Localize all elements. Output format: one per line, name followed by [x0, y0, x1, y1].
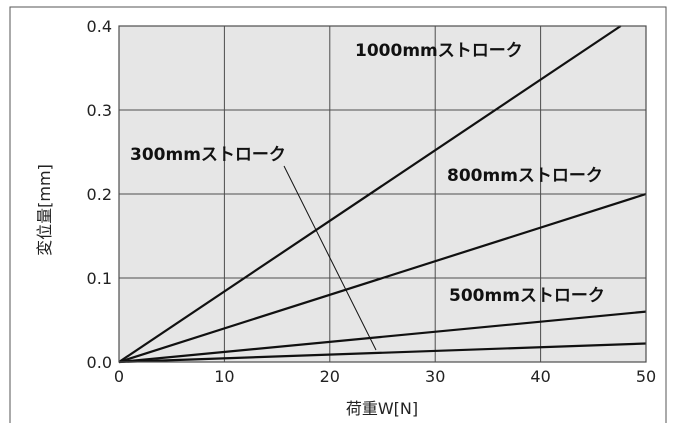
y-tick-label: 0.0 — [87, 353, 112, 372]
x-tick-label: 40 — [530, 367, 550, 386]
x-tick-label: 30 — [425, 367, 445, 386]
series-label: 800mmストローク — [447, 166, 603, 186]
series-line — [118, 192, 647, 364]
series-label: 500mmストローク — [449, 286, 605, 306]
x-axis-label: 荷重W[N] — [346, 399, 418, 418]
x-tick-label: 0 — [114, 367, 124, 386]
y-axis-label: 変位量[mm] — [35, 164, 54, 256]
y-tick-label: 0.3 — [87, 101, 112, 120]
x-tick-label: 50 — [636, 367, 656, 386]
series-label: 1000mmストローク — [355, 41, 523, 61]
x-tick-label: 20 — [320, 367, 340, 386]
series-label: 300mmストローク — [130, 145, 286, 165]
y-tick-label: 0.4 — [87, 17, 112, 36]
tick-labels: 0 10 20 30 40 50 0.0 0.1 0.2 0.3 0.4 — [87, 17, 657, 386]
callout-leader-300mm — [283, 165, 377, 351]
series-line — [118, 310, 647, 364]
series-labels: 1000mmストローク 800mmストローク 500mmストローク 300mmストロー… — [130, 41, 605, 306]
series-line — [118, 342, 647, 364]
plot-frame — [118, 25, 647, 363]
y-tick-label: 0.2 — [87, 185, 112, 204]
series-layer — [118, 25, 647, 364]
series-line — [118, 25, 622, 363]
figure-frame — [9, 6, 667, 423]
x-tick-label: 10 — [214, 367, 234, 386]
y-tick-label: 0.1 — [87, 269, 112, 288]
